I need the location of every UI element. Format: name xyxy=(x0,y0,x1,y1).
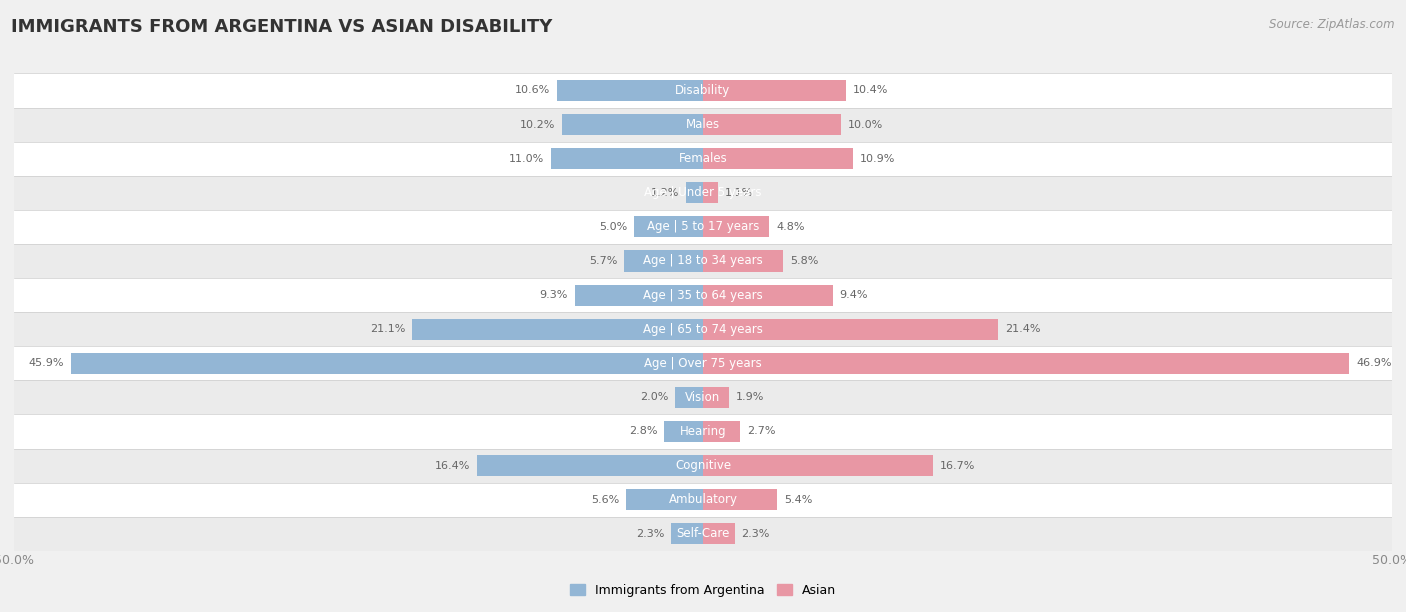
Text: 5.6%: 5.6% xyxy=(591,494,619,505)
Bar xyxy=(14,210,1392,244)
Bar xyxy=(675,387,703,408)
Text: 10.4%: 10.4% xyxy=(853,86,889,95)
Bar xyxy=(665,421,703,442)
Text: 5.8%: 5.8% xyxy=(790,256,818,266)
Text: 5.0%: 5.0% xyxy=(599,222,627,232)
Bar xyxy=(14,414,1392,449)
Text: 5.4%: 5.4% xyxy=(785,494,813,505)
Bar xyxy=(703,523,735,544)
Bar xyxy=(626,489,703,510)
Bar xyxy=(14,380,1392,414)
Bar xyxy=(14,141,1392,176)
Text: 1.1%: 1.1% xyxy=(725,188,754,198)
Bar xyxy=(14,312,1392,346)
Bar xyxy=(624,250,703,272)
Text: Disability: Disability xyxy=(675,84,731,97)
Text: 21.1%: 21.1% xyxy=(370,324,405,334)
Bar xyxy=(703,455,934,476)
Bar xyxy=(14,483,1392,517)
Text: Source: ZipAtlas.com: Source: ZipAtlas.com xyxy=(1270,18,1395,31)
Bar xyxy=(575,285,703,305)
Text: IMMIGRANTS FROM ARGENTINA VS ASIAN DISABILITY: IMMIGRANTS FROM ARGENTINA VS ASIAN DISAB… xyxy=(11,18,553,36)
Bar xyxy=(14,517,1392,551)
Bar xyxy=(14,278,1392,312)
Text: 5.7%: 5.7% xyxy=(589,256,617,266)
Text: 2.0%: 2.0% xyxy=(640,392,669,402)
Bar xyxy=(703,114,841,135)
Text: Age | 65 to 74 years: Age | 65 to 74 years xyxy=(643,323,763,335)
Text: 2.7%: 2.7% xyxy=(747,427,776,436)
Bar xyxy=(703,285,832,305)
Text: 11.0%: 11.0% xyxy=(509,154,544,163)
Bar xyxy=(703,182,718,203)
Bar xyxy=(634,216,703,237)
Text: 16.4%: 16.4% xyxy=(434,461,470,471)
Bar xyxy=(557,80,703,101)
Bar xyxy=(703,489,778,510)
Legend: Immigrants from Argentina, Asian: Immigrants from Argentina, Asian xyxy=(565,579,841,602)
Bar xyxy=(703,250,783,272)
Text: 4.8%: 4.8% xyxy=(776,222,804,232)
Text: 16.7%: 16.7% xyxy=(941,461,976,471)
Text: 9.3%: 9.3% xyxy=(540,290,568,300)
Text: 10.0%: 10.0% xyxy=(848,119,883,130)
Text: 2.3%: 2.3% xyxy=(636,529,665,539)
Text: 10.9%: 10.9% xyxy=(860,154,896,163)
Text: Age | 18 to 34 years: Age | 18 to 34 years xyxy=(643,255,763,267)
Text: Males: Males xyxy=(686,118,720,131)
Text: Age | Under 5 years: Age | Under 5 years xyxy=(644,186,762,200)
Bar xyxy=(703,80,846,101)
Text: 10.2%: 10.2% xyxy=(520,119,555,130)
Text: Age | 5 to 17 years: Age | 5 to 17 years xyxy=(647,220,759,233)
Text: 2.3%: 2.3% xyxy=(741,529,770,539)
Text: Self-Care: Self-Care xyxy=(676,528,730,540)
Text: 2.8%: 2.8% xyxy=(628,427,658,436)
Text: Cognitive: Cognitive xyxy=(675,459,731,472)
Text: Hearing: Hearing xyxy=(679,425,727,438)
Text: 1.2%: 1.2% xyxy=(651,188,679,198)
Bar xyxy=(562,114,703,135)
Text: 46.9%: 46.9% xyxy=(1357,358,1392,368)
Text: Females: Females xyxy=(679,152,727,165)
Bar xyxy=(14,176,1392,210)
Text: Vision: Vision xyxy=(685,391,721,404)
Bar xyxy=(14,73,1392,108)
Text: 45.9%: 45.9% xyxy=(28,358,63,368)
Bar xyxy=(14,449,1392,483)
Text: 10.6%: 10.6% xyxy=(515,86,550,95)
Bar xyxy=(703,148,853,170)
Text: Ambulatory: Ambulatory xyxy=(668,493,738,506)
Text: Age | 35 to 64 years: Age | 35 to 64 years xyxy=(643,289,763,302)
Bar xyxy=(412,319,703,340)
Bar xyxy=(703,319,998,340)
Bar xyxy=(14,244,1392,278)
Bar xyxy=(14,108,1392,141)
Text: 9.4%: 9.4% xyxy=(839,290,868,300)
Text: 1.9%: 1.9% xyxy=(737,392,765,402)
Bar xyxy=(477,455,703,476)
Text: Age | Over 75 years: Age | Over 75 years xyxy=(644,357,762,370)
Bar xyxy=(70,353,703,374)
Bar xyxy=(14,346,1392,380)
Bar xyxy=(703,216,769,237)
Bar xyxy=(703,421,740,442)
Bar xyxy=(551,148,703,170)
Bar xyxy=(671,523,703,544)
Bar xyxy=(686,182,703,203)
Bar xyxy=(703,387,730,408)
Text: 21.4%: 21.4% xyxy=(1005,324,1040,334)
Bar xyxy=(703,353,1350,374)
